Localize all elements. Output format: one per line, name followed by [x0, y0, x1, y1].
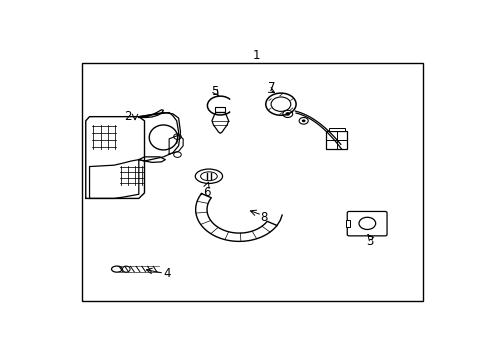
FancyBboxPatch shape: [346, 211, 386, 236]
Circle shape: [285, 112, 289, 115]
Text: 1: 1: [252, 49, 260, 62]
Text: 4: 4: [163, 267, 171, 280]
Text: 8: 8: [260, 211, 267, 224]
Bar: [346, 220, 349, 227]
Bar: [82, 63, 422, 301]
Bar: [215, 107, 225, 112]
Text: 3: 3: [366, 235, 373, 248]
Bar: [328, 128, 344, 131]
Text: 5: 5: [210, 85, 218, 98]
Text: 6: 6: [203, 186, 210, 199]
Text: 2: 2: [123, 110, 131, 123]
Circle shape: [301, 120, 305, 122]
Bar: [326, 131, 346, 149]
Text: 7: 7: [267, 81, 275, 94]
Polygon shape: [195, 194, 276, 242]
